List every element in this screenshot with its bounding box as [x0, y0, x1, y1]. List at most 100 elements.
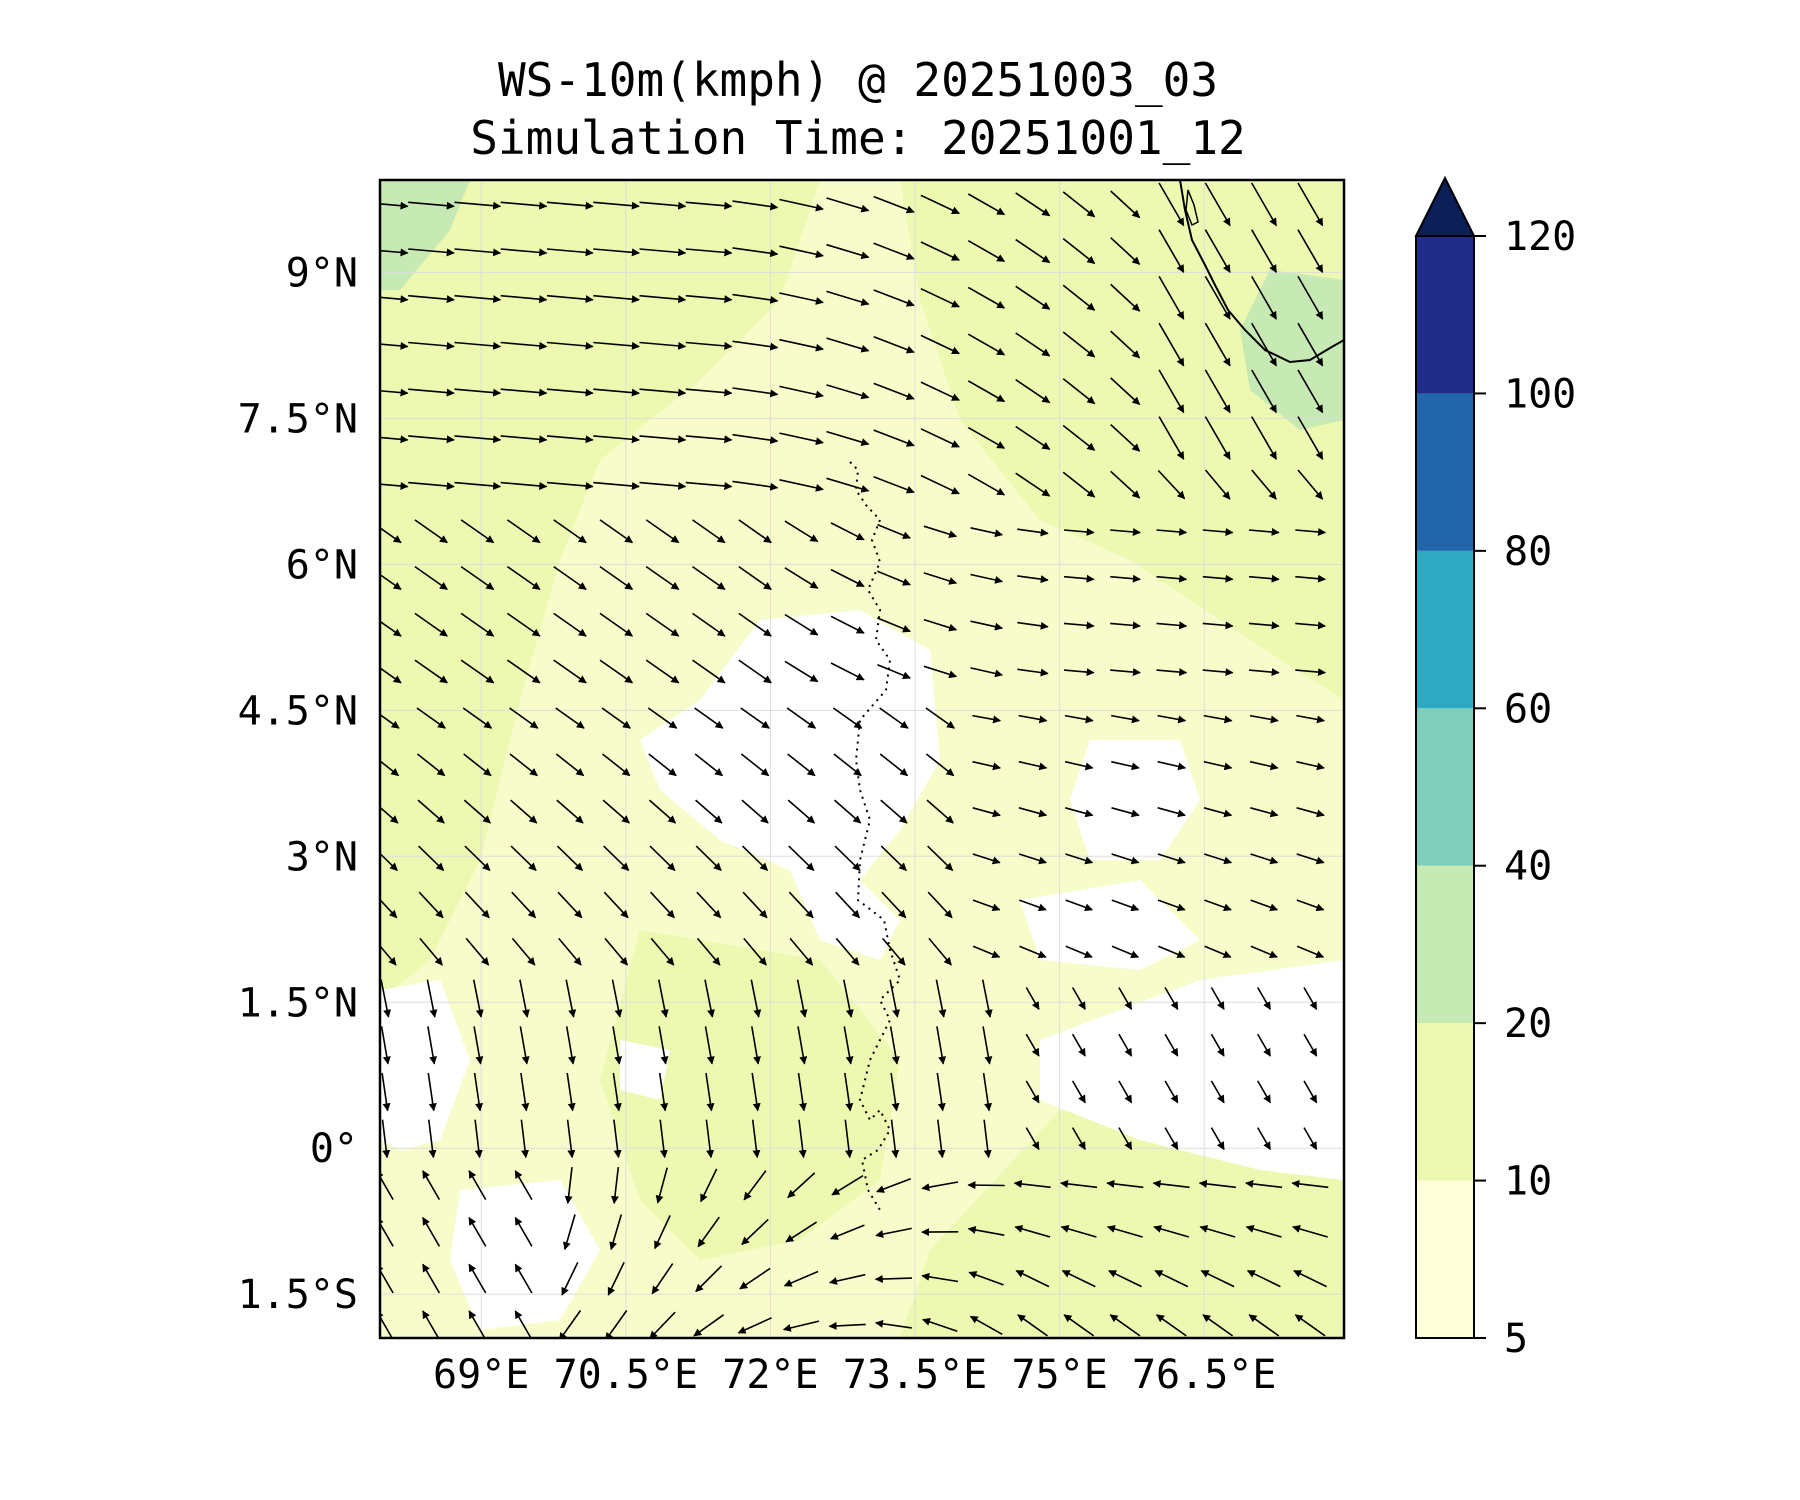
wind-arrow — [454, 248, 502, 257]
wind-arrow — [380, 806, 399, 824]
wind-arrow — [692, 659, 726, 684]
wind-arrow — [1065, 853, 1094, 865]
wind-arrow — [1249, 714, 1279, 724]
wind-arrow — [1110, 190, 1141, 219]
wind-arrow — [750, 979, 762, 1018]
wind-arrow — [380, 1026, 391, 1065]
wind-arrow — [972, 807, 1001, 818]
wind-arrow — [741, 799, 769, 824]
wind-arrow — [704, 979, 715, 1018]
wind-arrow — [1015, 285, 1051, 310]
wind-arrow — [1063, 574, 1095, 583]
wind-arrow — [1202, 621, 1234, 630]
wind-arrow — [982, 1072, 993, 1112]
wind-arrow — [798, 1119, 807, 1159]
wind-arrow — [1296, 853, 1325, 865]
wind-arrow — [873, 242, 915, 260]
wind-arrow — [1063, 527, 1095, 536]
wind-arrow — [408, 248, 455, 257]
wind-arrow — [926, 799, 954, 824]
lat-tick-label: 1.5°S — [238, 1272, 358, 1318]
wind-arrow — [1297, 229, 1324, 273]
wind-arrow — [1015, 425, 1051, 450]
wind-arrow — [972, 853, 1001, 865]
wind-arrow — [1106, 1179, 1144, 1189]
wind-arrow — [983, 1119, 992, 1159]
wind-arrow — [694, 753, 724, 777]
wind-arrow — [460, 519, 495, 544]
wind-arrow — [546, 481, 594, 490]
coastlines — [849, 180, 1344, 1211]
wind-arrow — [696, 891, 722, 919]
wind-arrow — [1062, 424, 1096, 451]
wind-arrow — [380, 713, 400, 729]
wind-arrow — [844, 1072, 854, 1112]
wind-arrow — [1204, 229, 1231, 273]
colorbar-tick-label: 80 — [1504, 529, 1552, 575]
wind-arrow — [1110, 668, 1141, 677]
wind-arrow — [1014, 1225, 1051, 1238]
wind-arrow — [874, 1274, 913, 1283]
wind-arrow — [873, 476, 915, 494]
wind-arrow — [380, 1263, 394, 1294]
calm-east-patch — [1070, 740, 1200, 860]
wind-arrow — [408, 201, 455, 210]
wind-arrow — [1202, 574, 1234, 583]
calm-small-patch — [620, 1040, 670, 1100]
wind-arrow — [920, 474, 960, 495]
wind-arrow — [834, 845, 861, 871]
wind-arrow — [783, 1270, 819, 1287]
wind-arrow — [601, 707, 631, 729]
wind-arrow — [685, 294, 733, 304]
wind-arrow — [428, 1119, 437, 1159]
wind-arrow — [787, 753, 816, 777]
wind-arrow — [1203, 807, 1233, 818]
wind-arrow — [1248, 574, 1280, 583]
wind-arrow — [937, 1119, 946, 1159]
wind-arrow — [1251, 276, 1277, 320]
wind-arrow — [876, 1177, 912, 1193]
wind-arrow — [1158, 229, 1185, 273]
wind-arrow — [463, 753, 492, 777]
wind-arrow — [695, 845, 722, 871]
wind-arrow — [613, 1119, 622, 1159]
wind-arrow — [1015, 192, 1051, 217]
wind-arrow — [514, 1263, 533, 1294]
wind-arrow — [1062, 284, 1096, 311]
wind-arrow — [879, 753, 909, 777]
wind-arrow — [648, 799, 677, 824]
wind-arrow — [970, 667, 1003, 678]
wind-arrow — [1164, 1080, 1179, 1104]
wind-arrow — [1064, 760, 1094, 771]
colorbar-tick-label: 60 — [1504, 686, 1552, 732]
wind-arrow — [607, 1261, 625, 1296]
wind-arrow — [787, 799, 816, 824]
wind-arrow — [1025, 1080, 1040, 1104]
wind-arrow — [645, 519, 680, 544]
longitude-labels: 69°E 70.5°E 72°E 73.5°E 75°E 76.5°E — [433, 1352, 1276, 1398]
wind-arrow — [1248, 527, 1280, 536]
wind-arrow — [739, 1267, 771, 1290]
wind-arrow — [1110, 377, 1141, 406]
wind-arrow — [468, 1216, 487, 1247]
wind-arrow — [1018, 853, 1047, 865]
wind-arrow — [1111, 945, 1140, 959]
wind-arrow — [692, 612, 726, 637]
wind-arrow — [658, 1026, 669, 1065]
wind-arrow — [1015, 1269, 1050, 1288]
wind-arrow — [1025, 1127, 1040, 1151]
colorbar-segment — [1416, 393, 1474, 551]
wind-arrow — [558, 937, 582, 966]
wind-arrow — [967, 333, 1006, 356]
wind-arrow — [659, 1119, 668, 1159]
wind-arrow — [743, 1170, 767, 1201]
wind-arrow — [1203, 760, 1233, 771]
wind-arrow — [380, 852, 398, 871]
wind-arrow — [873, 382, 915, 401]
wind-arrow — [881, 937, 906, 966]
wind-arrow — [454, 341, 502, 350]
colorbar-frame — [1415, 235, 1475, 1339]
wind-arrow — [967, 1181, 1005, 1190]
wind-arrow — [519, 979, 530, 1018]
wind-arrow — [786, 707, 817, 729]
